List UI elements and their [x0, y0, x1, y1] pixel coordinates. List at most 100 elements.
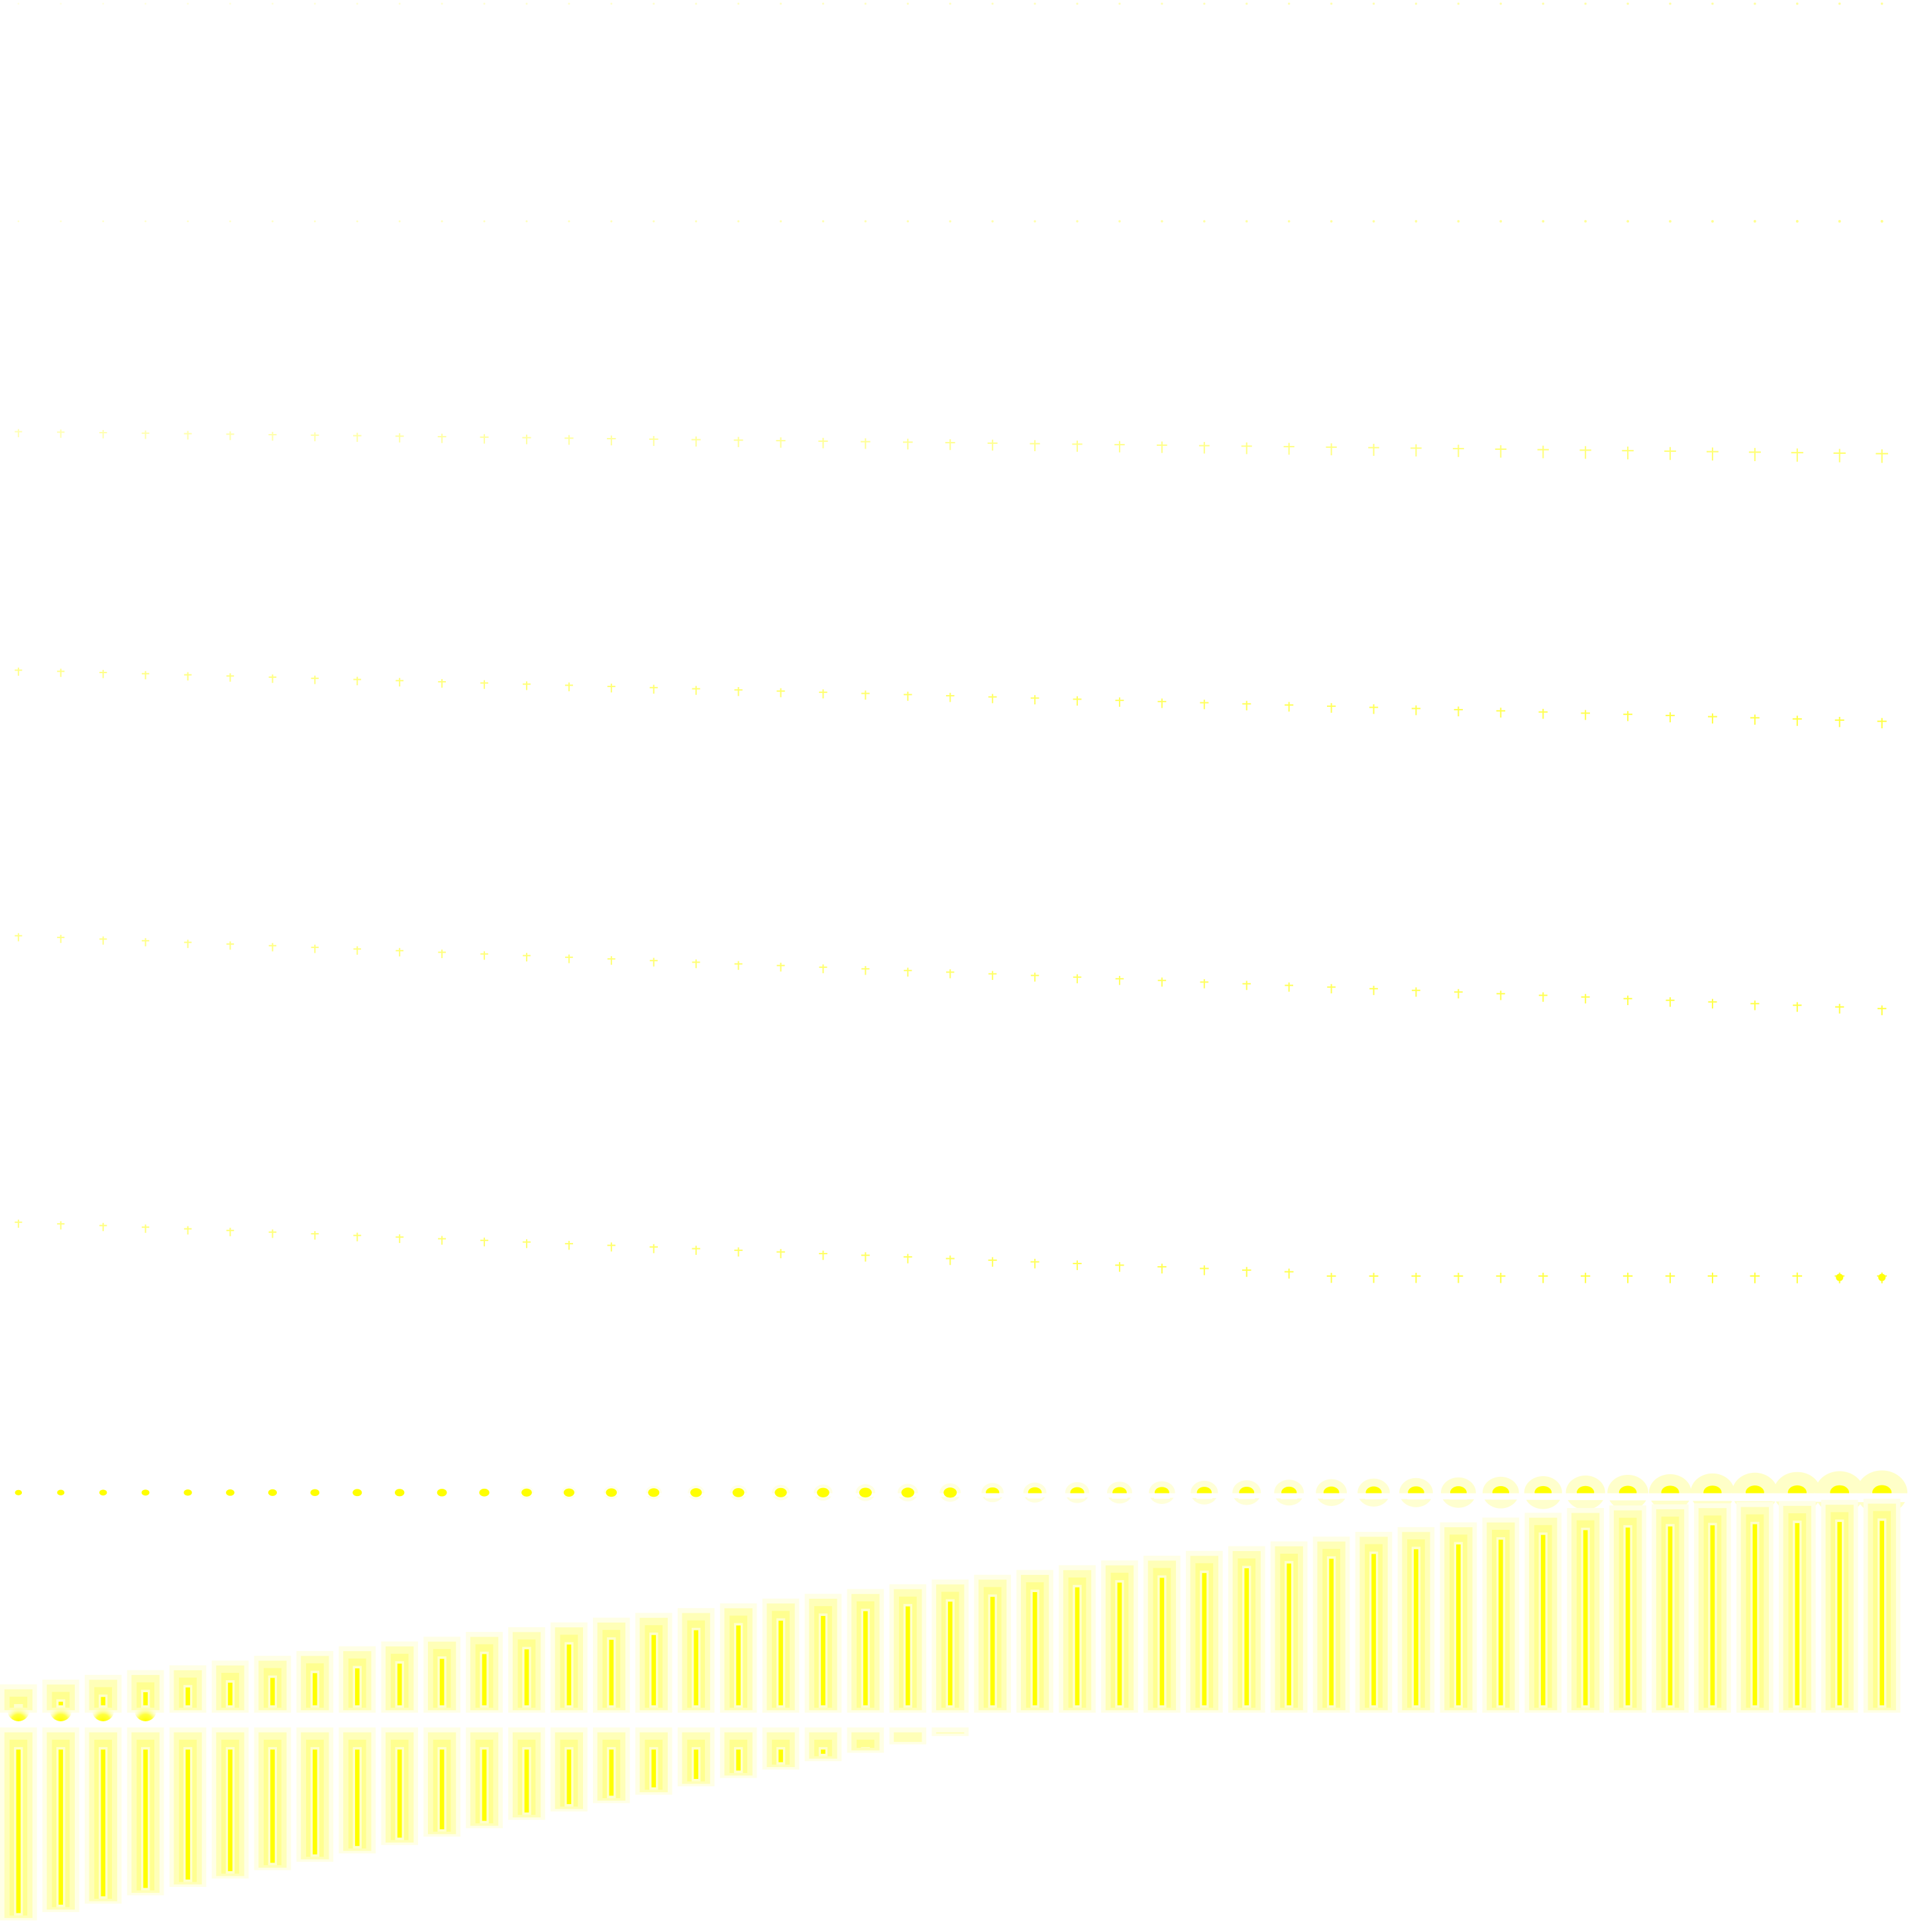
marker-cross [1622, 1272, 1633, 1283]
lower-bar [931, 1727, 969, 1737]
upper-bar [677, 1608, 715, 1713]
upper-bar [1397, 1527, 1435, 1713]
marker-cross [1073, 696, 1082, 706]
upper-bar [931, 1579, 969, 1713]
marker-cross [1708, 998, 1717, 1009]
marker-rows [15, 2, 1888, 1283]
marker-dot [313, 220, 316, 223]
marker-cross [522, 681, 531, 690]
marker-cross [1538, 992, 1548, 1002]
lower-bar [762, 1727, 800, 1770]
lower-bar [381, 1727, 419, 1845]
marker-cross [1452, 445, 1464, 457]
marker-dot [398, 220, 401, 223]
marker-cross [353, 676, 362, 686]
marker-cross [1073, 1260, 1082, 1270]
upper-bar [1694, 1503, 1731, 1713]
marker-cross [904, 691, 912, 701]
marker-dot [1796, 2, 1799, 5]
lower-bar [42, 1727, 80, 1912]
marker-cross [1411, 1273, 1421, 1283]
marker-dot [102, 220, 105, 223]
bar-glow-cap [50, 1699, 72, 1721]
marker-cross [1833, 449, 1846, 462]
upper-bar [847, 1589, 884, 1713]
marker-dot [271, 220, 274, 223]
glowing-dot [57, 1489, 65, 1496]
upper-bar [1059, 1565, 1096, 1713]
upper-bar [1355, 1532, 1393, 1713]
marker-dot [1118, 2, 1121, 5]
lower-bar [254, 1727, 292, 1870]
marker-dot [1880, 220, 1883, 223]
marker-dot [144, 3, 146, 5]
marker-cross [1285, 702, 1294, 712]
marker-cross [1242, 981, 1251, 991]
marker-dot [653, 220, 655, 223]
marker-dot [610, 220, 613, 223]
lower-bar [551, 1727, 588, 1812]
glowing-dot [352, 1489, 362, 1497]
marker-cross [607, 435, 616, 446]
marker-cross [99, 670, 107, 678]
marker-cross [311, 944, 319, 953]
upper-bar [1567, 1508, 1604, 1713]
marker-dot [1754, 2, 1756, 5]
marker-cross [438, 949, 446, 959]
marker-cross [1666, 712, 1675, 723]
marker-dot [1584, 220, 1587, 223]
marker-cross [819, 964, 827, 973]
marker-cross [1664, 447, 1676, 460]
marker-dot [17, 3, 20, 5]
marker-dot [906, 220, 909, 223]
upper-bar [1524, 1513, 1562, 1713]
glowing-dot [479, 1488, 490, 1497]
marker-cross [1792, 1272, 1803, 1283]
lower-bar [889, 1727, 927, 1744]
marker-dot [864, 220, 867, 223]
marker-cross [1623, 995, 1632, 1006]
marker-cross [818, 437, 828, 449]
lower-bar [847, 1727, 884, 1753]
upper-bar [423, 1637, 460, 1713]
marker-cross [438, 678, 447, 688]
marker-cross [1369, 985, 1378, 995]
marker-cross [311, 432, 319, 442]
marker-dot [695, 3, 698, 5]
marker-dot [1372, 2, 1375, 5]
marker-cross [692, 1246, 700, 1255]
marker-cross [564, 682, 573, 692]
upper-bar [211, 1660, 249, 1713]
upper-bar [551, 1622, 588, 1713]
marker-cross [945, 439, 955, 451]
marker-dot [1203, 2, 1206, 5]
marker-dot [949, 220, 951, 223]
glowing-dot [1315, 1479, 1348, 1507]
marker-cross [988, 971, 997, 981]
bar-glow-cap [91, 1699, 115, 1721]
marker-dot [1245, 220, 1248, 223]
marker-cross [99, 936, 107, 945]
marker-dot [1076, 220, 1079, 223]
lower-bar [677, 1727, 715, 1787]
glowing-dot [980, 1483, 1004, 1503]
marker-cross [945, 1256, 955, 1265]
marker-cross [184, 672, 192, 681]
marker-cross [1030, 440, 1040, 452]
lower-bar [719, 1727, 757, 1778]
marker-cross [1072, 441, 1083, 452]
marker-cross [1115, 975, 1124, 985]
lower-bar [466, 1727, 503, 1829]
marker-dot [906, 3, 909, 5]
lower-bar [508, 1727, 545, 1820]
glowing-dot [561, 1486, 577, 1499]
marker-cross [522, 1239, 531, 1248]
upper-bar [1821, 1499, 1858, 1713]
marker-cross [734, 1247, 743, 1257]
marker-cross [396, 947, 403, 957]
upper-bar [381, 1641, 419, 1713]
marker-dot [737, 3, 740, 5]
upper-bar [1652, 1504, 1689, 1713]
marker-dot [568, 220, 570, 223]
